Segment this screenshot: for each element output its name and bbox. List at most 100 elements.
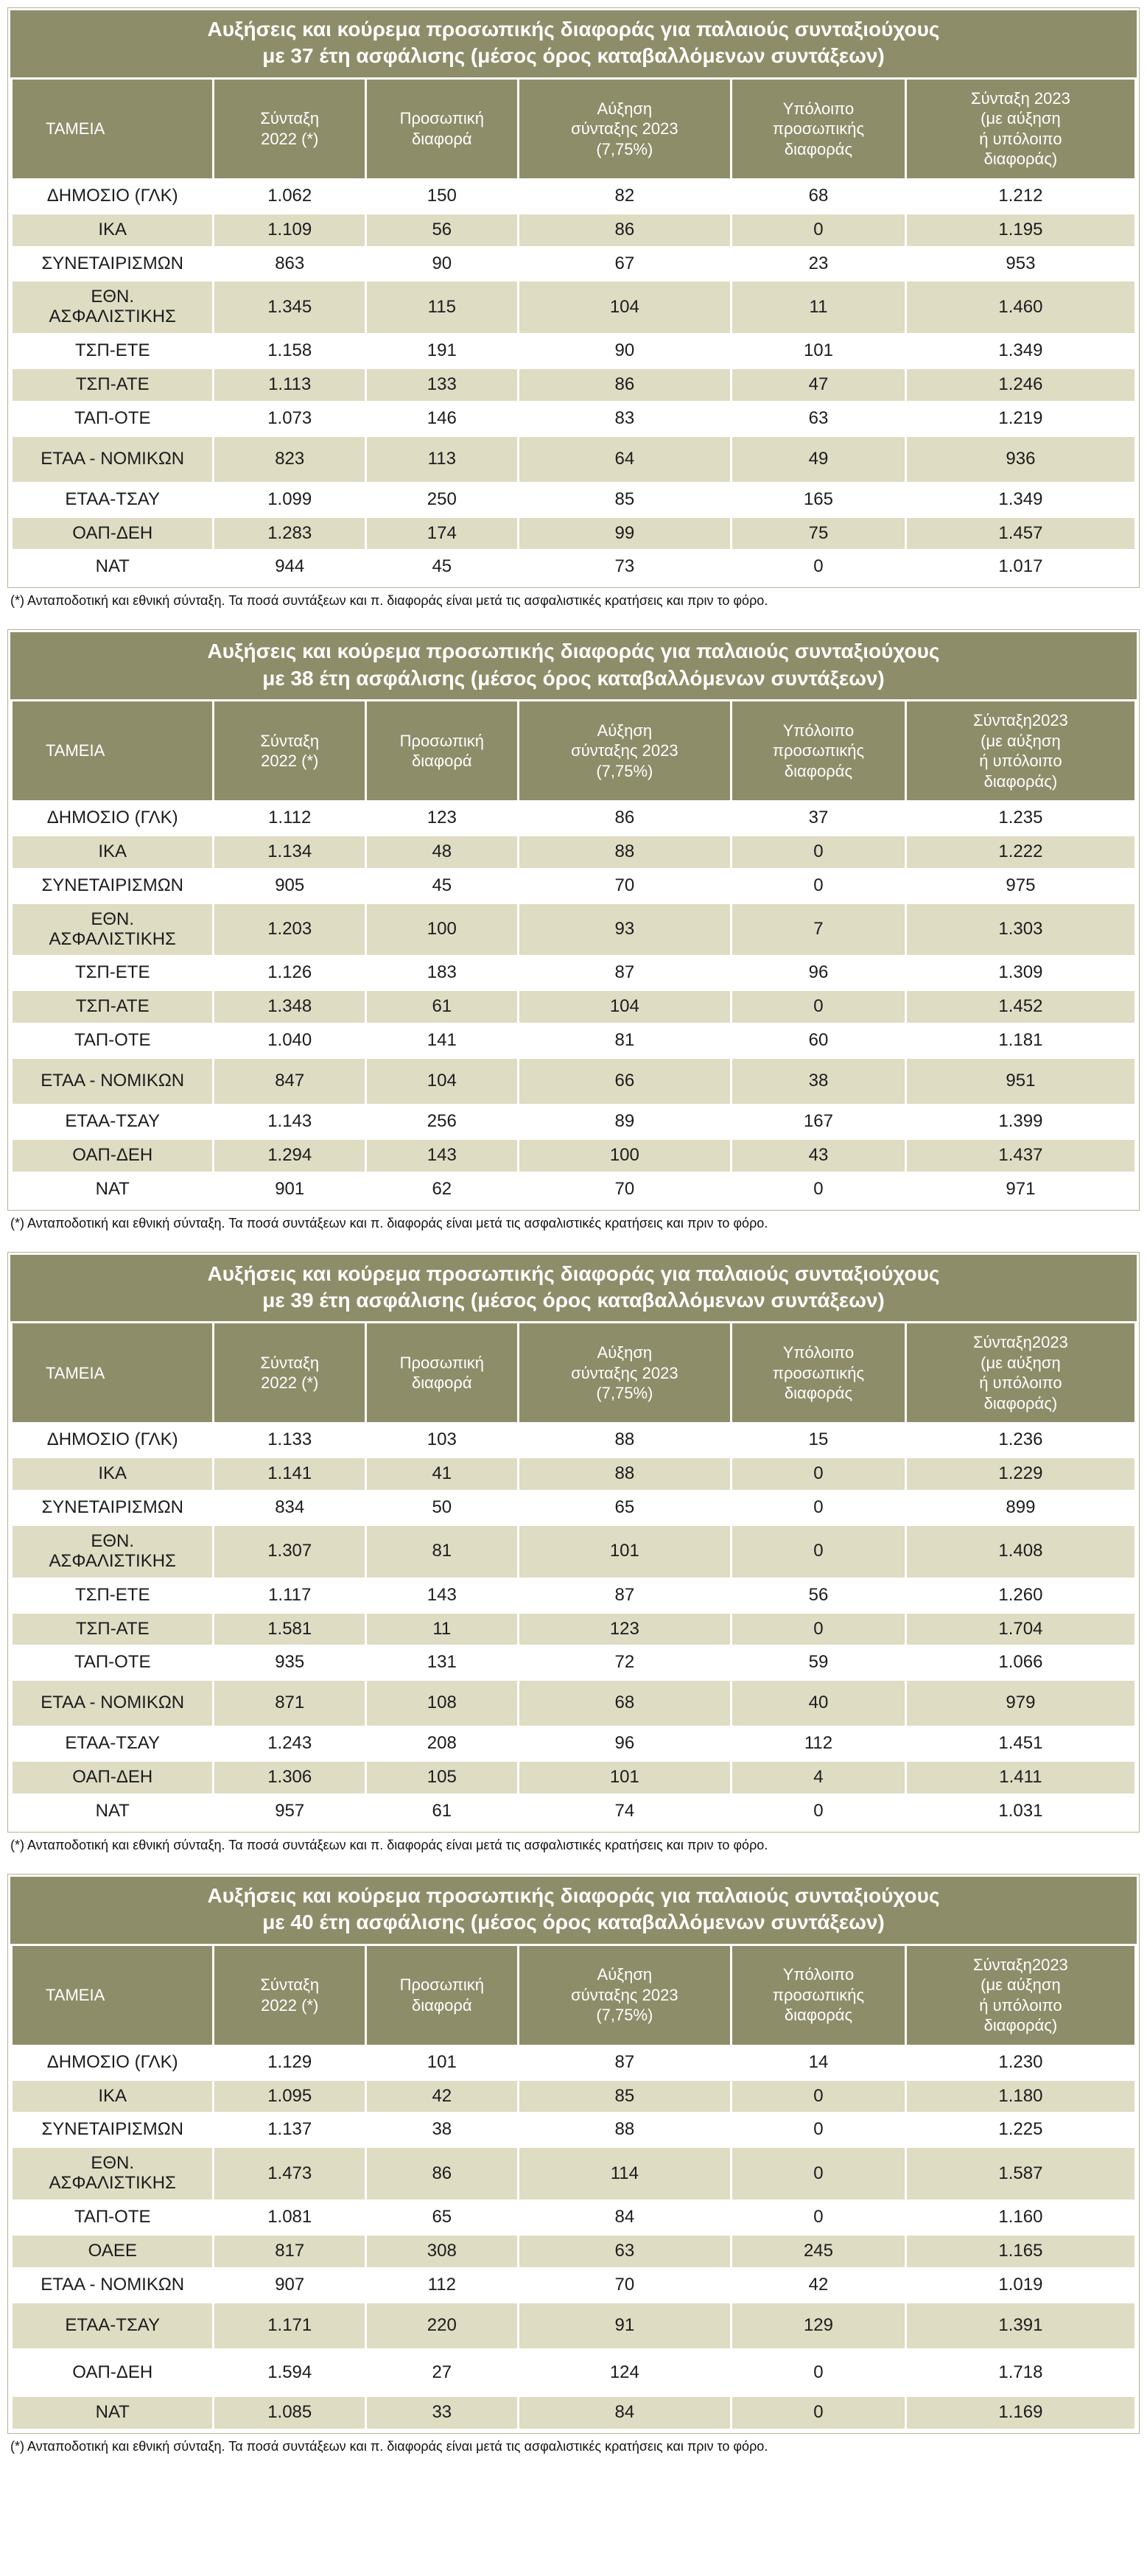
- value-cell: 38: [732, 1059, 905, 1104]
- value-cell: 87: [519, 1579, 731, 1611]
- value-cell: 1.451: [906, 1728, 1134, 1760]
- value-cell: 0: [732, 214, 905, 246]
- table-footnote: (*) Ανταποδοτική και εθνική σύνταξη. Τα …: [10, 1837, 768, 1852]
- value-cell: 1.181: [906, 1025, 1134, 1057]
- column-header: Σύνταξη 2023 (με αύξηση ή υπόλοιπο διαφο…: [906, 79, 1134, 178]
- value-cell: 33: [367, 2397, 517, 2429]
- value-cell: 74: [519, 1795, 731, 1827]
- value-cell: 0: [732, 836, 905, 868]
- table-subtitle: με 39 έτη ασφάλισης (μέσος όρος καταβαλλ…: [262, 1288, 885, 1312]
- value-cell: 1.460: [906, 281, 1134, 334]
- value-cell: 101: [732, 335, 905, 368]
- value-cell: 1.165: [906, 2235, 1134, 2267]
- value-cell: 38: [367, 2114, 517, 2146]
- value-cell: 250: [367, 483, 517, 516]
- value-cell: 41: [367, 1458, 517, 1491]
- fund-name-cell: ΤΑΠ-ΟΤΕ: [13, 2202, 213, 2233]
- table-row: ΕΤΑΑ - ΝΟΜΙΚΩΝ 907 112 70 42 1.019: [13, 2269, 1134, 2301]
- fund-name-cell: ΟΑΠ-ΔΕΗ: [13, 1762, 213, 1793]
- value-cell: 105: [367, 1762, 517, 1793]
- value-cell: 1.133: [214, 1424, 365, 1457]
- value-cell: 14: [732, 2046, 905, 2079]
- column-header: Σύνταξη 2022 (*): [214, 701, 365, 801]
- column-header: Προσωπική διαφορά: [367, 79, 517, 178]
- value-cell: 47: [732, 369, 905, 401]
- pension-table-38-years: Αυξήσεις και κούρεμα προσωπικής διαφοράς…: [7, 629, 1140, 1232]
- value-cell: 0: [732, 2202, 905, 2233]
- value-cell: 1.437: [906, 1139, 1134, 1172]
- fund-name-cell: ΔΗΜΟΣΙΟ (ΓΛΚ): [13, 180, 213, 212]
- value-cell: 1.040: [214, 1025, 365, 1057]
- value-cell: 957: [214, 1795, 365, 1827]
- value-cell: 0: [732, 2397, 905, 2429]
- value-cell: 256: [367, 1105, 517, 1138]
- value-cell: 1.452: [906, 991, 1134, 1023]
- value-cell: 1.307: [214, 1525, 365, 1578]
- value-cell: 1.345: [214, 281, 365, 334]
- fund-name-cell: ΙΚΑ: [13, 836, 213, 868]
- value-cell: 1.230: [906, 2046, 1134, 2079]
- value-cell: 70: [519, 1173, 731, 1205]
- value-cell: 27: [367, 2350, 517, 2395]
- value-cell: 1.235: [906, 802, 1134, 834]
- value-cell: 834: [214, 1492, 365, 1524]
- column-header: Αύξηση σύνταξης 2023 (7,75%): [519, 1945, 731, 2045]
- value-cell: 88: [519, 836, 731, 868]
- value-cell: 60: [732, 1025, 905, 1057]
- fund-name-cell: ΝΑΤ: [13, 551, 213, 584]
- value-cell: 0: [732, 1458, 905, 1491]
- value-cell: 1.143: [214, 1105, 365, 1138]
- value-cell: 1.348: [214, 991, 365, 1023]
- value-cell: 817: [214, 2235, 365, 2267]
- fund-name-cell: ΕΘΝ. ΑΣΦΑΛΙΣΤΙΚΗΣ: [13, 1525, 213, 1578]
- table-row: ΟΑΠ-ΔΕΗ 1.306 105 101 4 1.411: [13, 1762, 1134, 1793]
- value-cell: 899: [906, 1492, 1134, 1524]
- value-cell: 1.113: [214, 369, 365, 401]
- value-cell: 141: [367, 1025, 517, 1057]
- pension-data-table: ΤΑΜΕΙΑ Σύνταξη 2022 (*) Προσωπική διαφορά Α…: [10, 77, 1137, 586]
- value-cell: 11: [732, 281, 905, 334]
- table-row: ΕΤΑΑ - ΝΟΜΙΚΩΝ 871 108 68 40 979: [13, 1681, 1134, 1726]
- table-row: ΟΑΠ-ΔΕΗ 1.594 27 124 0 1.718: [13, 2350, 1134, 2395]
- value-cell: 1.391: [906, 2303, 1134, 2348]
- fund-name-cell: ΤΣΠ-ΑΤΕ: [13, 991, 213, 1023]
- value-cell: 100: [519, 1139, 731, 1172]
- value-cell: 1.141: [214, 1458, 365, 1491]
- value-cell: 72: [519, 1647, 731, 1679]
- value-cell: 86: [519, 369, 731, 401]
- fund-name-cell: ΤΑΠ-ΟΤΕ: [13, 1647, 213, 1679]
- fund-name-cell: ΕΤΑΑ-ΤΣΑΥ: [13, 1728, 213, 1760]
- fund-name-cell: ΕΤΑΑ - ΝΟΜΙΚΩΝ: [13, 436, 213, 482]
- column-header: Σύνταξη2023 (με αύξηση ή υπόλοιπο διαφορ…: [906, 701, 1134, 801]
- value-cell: 183: [367, 957, 517, 990]
- pension-tables-infographic: Αυξήσεις και κούρεμα προσωπικής διαφοράς…: [7, 0, 1140, 2479]
- value-cell: 11: [367, 1613, 517, 1645]
- value-cell: 65: [519, 1492, 731, 1524]
- fund-name-cell: ΟΑΠ-ΔΕΗ: [13, 2350, 213, 2395]
- value-cell: 1.594: [214, 2350, 365, 2395]
- fund-name-cell: ΤΣΠ-ΕΤΕ: [13, 957, 213, 990]
- value-cell: 42: [732, 2269, 905, 2301]
- value-cell: 1.349: [906, 335, 1134, 368]
- value-cell: 1.212: [906, 180, 1134, 212]
- table-row: ΝΑΤ 944 45 73 0 1.017: [13, 551, 1134, 584]
- fund-name-cell: ΟΑΠ-ΔΕΗ: [13, 517, 213, 550]
- value-cell: 143: [367, 1139, 517, 1172]
- value-cell: 220: [367, 2303, 517, 2348]
- value-cell: 1.137: [214, 2114, 365, 2146]
- value-cell: 1.099: [214, 483, 365, 516]
- header-row: ΤΑΜΕΙΑ Σύνταξη 2022 (*) Προσωπική διαφορά Α…: [13, 701, 1134, 801]
- table-title-bar: Αυξήσεις και κούρεμα προσωπικής διαφοράς…: [10, 10, 1137, 77]
- value-cell: 1.017: [906, 551, 1134, 584]
- value-cell: 150: [367, 180, 517, 212]
- value-cell: 936: [906, 436, 1134, 482]
- value-cell: 81: [519, 1025, 731, 1057]
- table-subtitle: με 40 έτη ασφάλισης (μέσος όρος καταβαλλ…: [262, 1911, 885, 1934]
- value-cell: 975: [906, 869, 1134, 902]
- pension-table-37-years: Αυξήσεις και κούρεμα προσωπικής διαφοράς…: [7, 7, 1140, 610]
- value-cell: 101: [519, 1525, 731, 1578]
- value-cell: 1.704: [906, 1613, 1134, 1645]
- value-cell: 951: [906, 1059, 1134, 1104]
- table-title-bar: Αυξήσεις και κούρεμα προσωπικής διαφοράς…: [10, 1254, 1137, 1322]
- value-cell: 0: [732, 551, 905, 584]
